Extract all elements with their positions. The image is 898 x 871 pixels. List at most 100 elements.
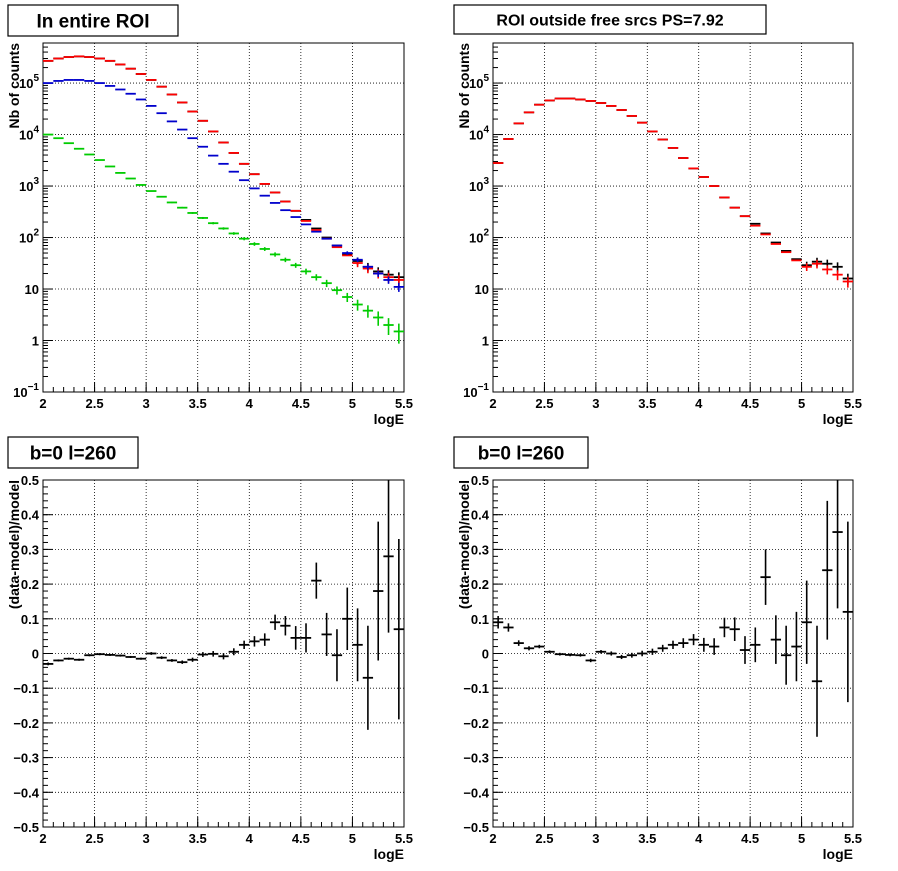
data-point xyxy=(822,265,833,275)
x-tick-label: 5 xyxy=(349,396,356,411)
y-tick-label: 0.2 xyxy=(471,577,489,592)
data-point xyxy=(801,263,812,271)
y-axis-label: (data-model)/model xyxy=(6,480,22,609)
y-tick-label: 105 xyxy=(19,73,39,91)
y-tick-label: 10 xyxy=(25,282,39,297)
data-point xyxy=(832,480,843,609)
y-tick-label: 0.1 xyxy=(21,612,39,627)
data-point xyxy=(280,257,291,263)
data-point xyxy=(383,480,394,633)
y-tick-label: 103 xyxy=(19,176,39,194)
data-point xyxy=(688,634,699,646)
data-point xyxy=(647,648,658,655)
series-4 xyxy=(43,133,404,344)
y-tick-label: 104 xyxy=(19,125,39,143)
data-point xyxy=(146,190,157,192)
y-tick-label: 103 xyxy=(469,176,489,194)
data-point xyxy=(342,587,353,651)
data-point xyxy=(280,616,291,636)
data-point xyxy=(342,292,353,302)
data-point xyxy=(606,651,617,656)
chart-title: b=0 l=260 xyxy=(7,436,139,469)
data-point xyxy=(362,264,374,270)
y-tick-label: −0.4 xyxy=(13,785,39,800)
data-point xyxy=(575,653,586,657)
data-point xyxy=(544,650,555,654)
x-axis-label: logE xyxy=(374,846,404,862)
data-point xyxy=(739,636,751,664)
chart-title: ROI outside free srcs PS=7.92 xyxy=(453,4,767,35)
x-axis-label: logE xyxy=(823,846,853,862)
data-point xyxy=(228,648,239,656)
y-tick-label: 1 xyxy=(482,334,489,349)
data-point xyxy=(300,268,312,275)
data-point xyxy=(842,276,853,288)
x-tick-label: 3.5 xyxy=(638,396,656,411)
data-point xyxy=(362,305,374,318)
data-point xyxy=(311,562,322,599)
x-tick-label: 4 xyxy=(246,831,254,846)
y-axis-label: Nb of counts xyxy=(456,43,472,129)
x-tick-label: 3.5 xyxy=(189,831,207,846)
data-point xyxy=(259,247,270,251)
plot-frame xyxy=(492,42,854,393)
chart-title-text: ROI outside free srcs PS=7.92 xyxy=(496,12,723,29)
data-point xyxy=(595,650,607,654)
x-tick-label: 3 xyxy=(143,831,150,846)
y-tick-label: −0.2 xyxy=(463,716,489,731)
data-point xyxy=(331,286,343,295)
data-point xyxy=(801,580,812,664)
data-point xyxy=(300,623,312,653)
y-tick-label: 0.3 xyxy=(471,542,489,557)
data-point xyxy=(166,659,178,662)
data-point xyxy=(218,227,229,230)
data-point xyxy=(657,644,668,652)
data-point xyxy=(249,636,260,647)
data-point xyxy=(125,177,136,180)
series-2 xyxy=(493,97,853,288)
data-point xyxy=(269,252,281,257)
chart-title-text: b=0 l=260 xyxy=(30,443,117,464)
data-point xyxy=(228,232,239,235)
data-point xyxy=(197,652,209,657)
plot-frame xyxy=(42,42,405,393)
chart-title: In entire ROI xyxy=(7,4,179,37)
data-point xyxy=(493,616,504,629)
y-axis-label: Nb of counts xyxy=(6,43,22,129)
x-tick-label: 2 xyxy=(489,831,496,846)
data-point xyxy=(637,650,648,657)
data-point xyxy=(352,299,363,311)
data-point xyxy=(187,657,198,662)
y-tick-label: 0 xyxy=(482,647,489,662)
data-point xyxy=(218,653,229,660)
data-point xyxy=(503,623,514,632)
data-point xyxy=(719,617,730,638)
y-tick-label: −0.5 xyxy=(13,820,39,835)
data-point xyxy=(208,651,219,657)
data-point xyxy=(352,608,363,682)
x-tick-label: 5 xyxy=(349,831,356,846)
data-point xyxy=(290,626,301,650)
x-tick-label: 3 xyxy=(592,396,599,411)
data-point xyxy=(63,657,74,660)
data-point xyxy=(698,637,709,652)
series-1 xyxy=(43,55,404,284)
x-tick-label: 3.5 xyxy=(638,831,656,846)
y-tick-label: −0.2 xyxy=(13,716,39,731)
data-point xyxy=(352,257,363,263)
y-tick-label: 105 xyxy=(469,73,489,91)
data-point xyxy=(146,652,157,655)
chart-panel-1: 2 2.5 3 3.5 4 4.5 5 5.5 10−1 1 10 102 103 104 105 logE N… xyxy=(6,42,413,427)
y-tick-label: 0.3 xyxy=(21,542,39,557)
data-point xyxy=(513,640,524,646)
y-tick-label: 10−1 xyxy=(13,382,39,400)
y-tick-label: 102 xyxy=(19,228,39,246)
data-point xyxy=(616,654,627,660)
y-tick-label: −0.3 xyxy=(13,751,39,766)
data-point xyxy=(290,262,301,268)
data-point xyxy=(393,538,404,720)
x-tick-label: 3.5 xyxy=(189,396,207,411)
data-point xyxy=(565,653,576,657)
x-axis-label: logE xyxy=(823,411,853,427)
data-point xyxy=(321,612,332,656)
